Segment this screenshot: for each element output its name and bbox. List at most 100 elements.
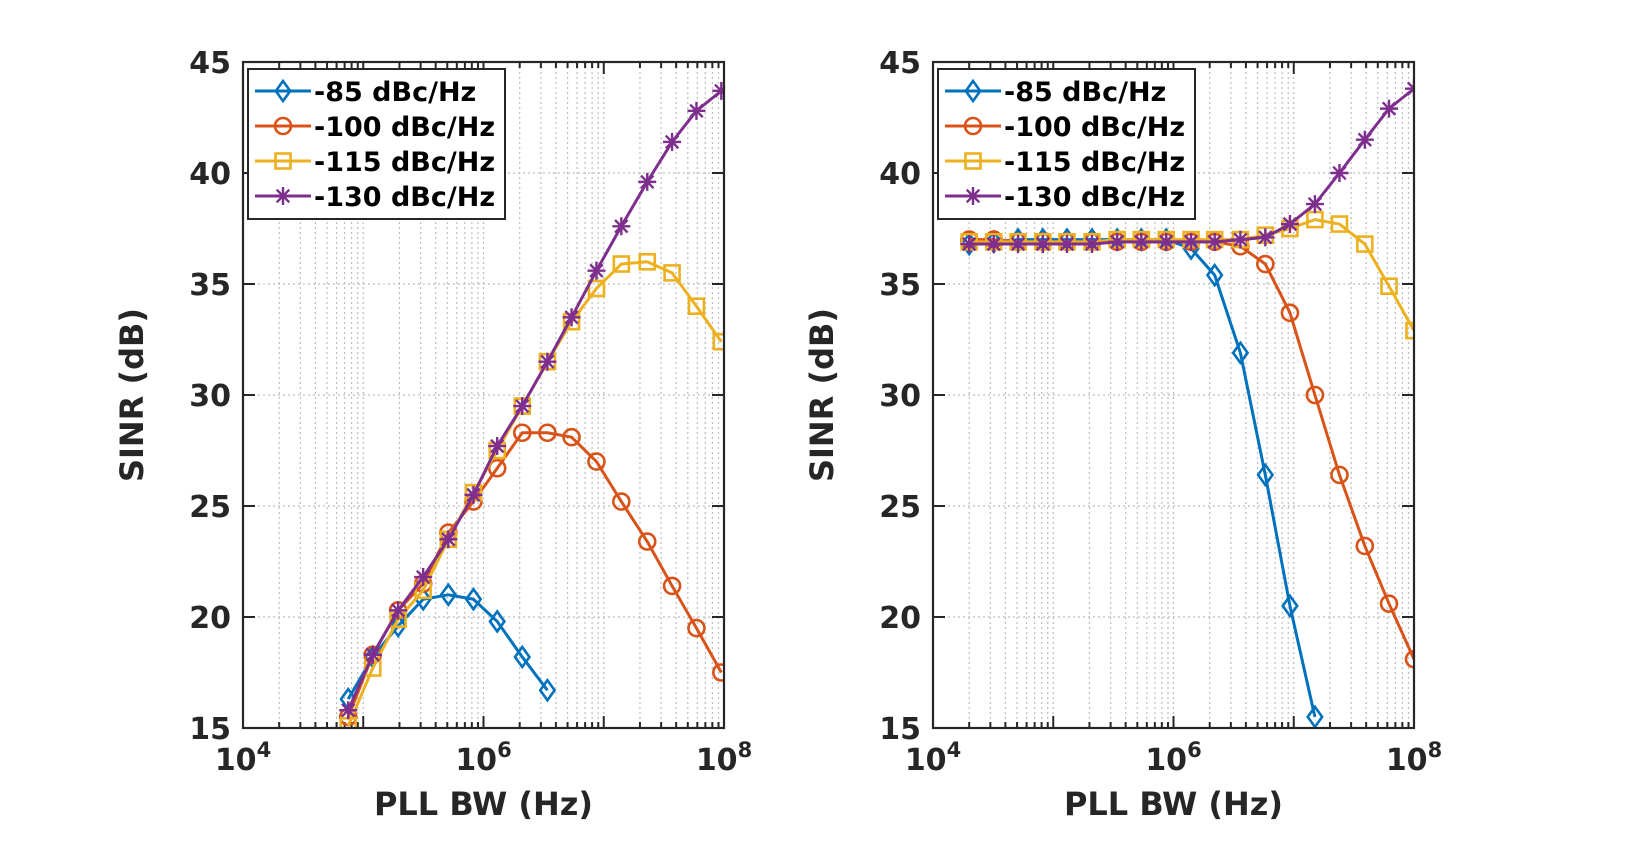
legend-entry: -85 dBc/Hz — [945, 77, 1166, 108]
data-point — [1330, 215, 1349, 233]
y-tick-label: 35 — [879, 268, 921, 303]
data-point — [1057, 235, 1076, 254]
y-axis-label: SINR (dB) — [113, 308, 151, 482]
legend-label: -130 dBc/Hz — [314, 182, 495, 213]
data-point — [562, 308, 581, 327]
legend: -85 dBc/Hz -100 dBc/Hz -115 dBc/Hz -130 dBc… — [937, 68, 1196, 220]
x-tick-label: 104 — [905, 738, 961, 778]
data-point — [663, 132, 682, 151]
data-point — [1182, 232, 1201, 251]
data-point — [662, 576, 682, 596]
legend-marker — [964, 78, 982, 104]
data-point — [1280, 303, 1300, 323]
plot-area — [338, 81, 724, 728]
legend-entry: -130 dBc/Hz — [945, 182, 1185, 213]
x-axis-label: PLL BW (Hz) — [1064, 785, 1283, 823]
data-point — [1355, 130, 1374, 149]
data-point — [960, 235, 979, 254]
y-tick-label: 30 — [189, 379, 231, 414]
chart-panel-2: 15 20 25 30 35 40 45 104 106 108 PLL BW (Hz) SINR (… — [803, 46, 1442, 823]
data-point — [687, 618, 706, 638]
data-point — [488, 609, 507, 634]
legend-label: -100 dBc/Hz — [314, 112, 495, 143]
data-point — [464, 587, 483, 612]
data-point — [984, 235, 1003, 254]
data-point — [712, 663, 724, 682]
data-point — [538, 352, 557, 371]
legend-label: -115 dBc/Hz — [314, 147, 495, 178]
data-point — [538, 423, 557, 443]
data-point — [1256, 462, 1275, 488]
series-line — [346, 593, 549, 700]
legend-marker — [274, 187, 292, 205]
data-point — [1404, 649, 1414, 669]
data-point — [1405, 321, 1414, 340]
x-tick-label: 106 — [455, 738, 511, 778]
data-point — [513, 397, 532, 416]
legend-entry: -100 dBc/Hz — [255, 112, 495, 143]
x-tick-label: 104 — [215, 738, 271, 778]
y-tick-label: 35 — [189, 268, 231, 303]
data-point — [1205, 232, 1224, 251]
data-point — [1256, 254, 1275, 274]
x-tick-label: 108 — [1386, 738, 1442, 778]
legend-marker — [964, 187, 982, 205]
legend-entry: -115 dBc/Hz — [945, 147, 1185, 178]
data-point — [587, 261, 606, 280]
data-point — [663, 264, 681, 282]
x-tick-label: 108 — [696, 738, 752, 778]
data-point — [464, 485, 483, 504]
data-point — [1157, 232, 1176, 251]
series-1 — [339, 582, 557, 712]
axes-box — [241, 60, 726, 730]
y-tick-label: 25 — [879, 490, 921, 525]
data-point — [1305, 195, 1324, 214]
data-point — [1355, 536, 1375, 556]
series-line — [346, 431, 723, 718]
data-point — [1280, 215, 1299, 234]
data-point — [587, 452, 606, 471]
y-tick-label: 45 — [189, 46, 231, 81]
data-point — [389, 601, 408, 620]
data-point — [712, 81, 724, 100]
data-point — [1256, 228, 1275, 247]
data-point — [1108, 232, 1127, 251]
legend-label: -100 dBc/Hz — [1004, 112, 1185, 143]
data-point — [439, 582, 458, 608]
data-point — [363, 645, 382, 664]
data-point — [1205, 262, 1224, 288]
data-point — [488, 437, 507, 456]
legend-marker — [274, 78, 292, 104]
data-point — [1281, 593, 1299, 619]
data-point — [562, 427, 581, 447]
y-tick-label: 40 — [189, 157, 231, 192]
legend-label: -130 dBc/Hz — [1004, 182, 1185, 213]
data-point — [1033, 235, 1052, 254]
data-point — [687, 101, 706, 120]
legend-marker — [964, 152, 982, 170]
x-axis-label: PLL BW (Hz) — [374, 785, 593, 823]
data-point — [1132, 232, 1151, 251]
legend-box — [937, 68, 1196, 220]
y-tick-label: 20 — [879, 601, 921, 636]
data-point — [487, 458, 507, 478]
data-point — [1305, 385, 1325, 405]
data-point — [687, 297, 706, 316]
data-point — [339, 701, 358, 720]
y-tick-label: 15 — [189, 712, 231, 747]
data-point — [612, 217, 631, 236]
legend-box — [247, 68, 506, 220]
data-point — [1379, 594, 1399, 613]
data-point — [512, 423, 532, 443]
data-point — [513, 644, 532, 670]
y-tick-label: 40 — [879, 157, 921, 192]
legend-marker — [274, 152, 292, 170]
axes-box — [931, 60, 1416, 730]
legend: -85 dBc/Hz -100 dBc/Hz -115 dBc/Hz -130 dBc… — [247, 68, 506, 220]
data-point — [1380, 99, 1399, 118]
series-4 — [960, 79, 1414, 254]
y-tick-label: 20 — [189, 601, 231, 636]
legend-label: -85 dBc/Hz — [314, 77, 476, 108]
y-tick-label: 15 — [879, 712, 921, 747]
